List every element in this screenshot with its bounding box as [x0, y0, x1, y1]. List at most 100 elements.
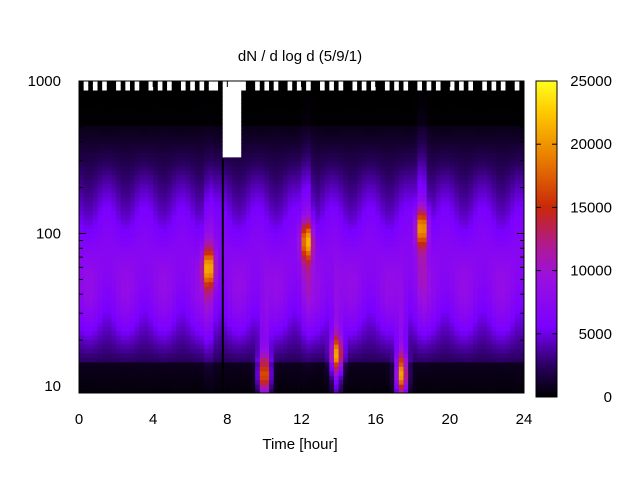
- heatmap-cell: [250, 223, 256, 229]
- heatmap-cell: [287, 259, 293, 265]
- heatmap-cell: [338, 147, 344, 153]
- heatmap-cell: [255, 286, 261, 292]
- heatmap-cell: [255, 357, 261, 363]
- heatmap-cell: [264, 357, 270, 363]
- heatmap-cell: [394, 277, 400, 283]
- heatmap-cell: [310, 174, 317, 180]
- heatmap-cell: [259, 116, 266, 122]
- heatmap-cell: [102, 138, 108, 144]
- heatmap-cell: [125, 339, 131, 345]
- heatmap-cell: [389, 303, 395, 309]
- heatmap-cell: [231, 379, 238, 385]
- heatmap-cell: [213, 294, 219, 300]
- heatmap-cell: [120, 116, 126, 122]
- heatmap-cell: [143, 152, 150, 158]
- heatmap-cell: [208, 134, 215, 140]
- heatmap-cell: [264, 312, 270, 318]
- heatmap-cell: [324, 219, 330, 225]
- heatmap-cell: [347, 130, 354, 136]
- heatmap-cell: [273, 272, 279, 278]
- heatmap-cell: [218, 294, 224, 300]
- heatmap-cell: [292, 183, 298, 189]
- heatmap-cell: [398, 357, 405, 363]
- heatmap-cell: [111, 299, 117, 305]
- heatmap-cell: [296, 366, 303, 372]
- heatmap-cell: [213, 335, 219, 341]
- heatmap-cell: [116, 330, 122, 336]
- heatmap-cell: [287, 174, 293, 180]
- heatmap-cell: [222, 330, 228, 336]
- heatmap-cell: [398, 254, 405, 260]
- heatmap-cell: [176, 343, 182, 350]
- heatmap-cell: [278, 308, 284, 314]
- heatmap-cell: [296, 388, 303, 393]
- heatmap-cell: [190, 348, 196, 354]
- heatmap-cell: [106, 290, 113, 296]
- heatmap-cell: [167, 361, 173, 367]
- heatmap-cell: [106, 370, 113, 376]
- heatmap-cell: [129, 81, 136, 87]
- heatmap-cell: [264, 187, 270, 194]
- heatmap-cell: [208, 125, 215, 131]
- heatmap-cell: [102, 326, 108, 332]
- heatmap-cell: [180, 268, 187, 274]
- heatmap-cell: [292, 370, 298, 376]
- heatmap-cell: [315, 228, 321, 234]
- heatmap-cell: [204, 165, 210, 171]
- heatmap-cell: [375, 370, 381, 376]
- heatmap-cell: [167, 259, 173, 265]
- heatmap-cell: [278, 366, 284, 372]
- heatmap-cell: [162, 201, 168, 207]
- heatmap-cell: [176, 290, 182, 296]
- heatmap-cell: [250, 170, 256, 176]
- heatmap-cell: [264, 308, 270, 314]
- heatmap-cell: [92, 272, 99, 278]
- heatmap-cell: [371, 259, 377, 265]
- heatmap-cell: [324, 201, 330, 207]
- heatmap-cell: [384, 250, 391, 256]
- heatmap-cell: [380, 294, 386, 300]
- heatmap-cell: [310, 183, 317, 189]
- heatmap-cell: [236, 116, 242, 122]
- heatmap-cell: [403, 103, 409, 109]
- heatmap-cell: [134, 361, 140, 367]
- heatmap-cell: [134, 317, 140, 323]
- heatmap-cell: [120, 179, 126, 185]
- heatmap-cell: [333, 237, 340, 243]
- heatmap-cell: [102, 348, 108, 354]
- heatmap-cell: [129, 384, 136, 390]
- heatmap-cell: [264, 241, 270, 247]
- heatmap-cell: [310, 277, 317, 283]
- heatmap-cell: [366, 361, 372, 367]
- heatmap-cell: [88, 388, 94, 393]
- heatmap-cell: [88, 294, 94, 300]
- heatmap-cells: [79, 81, 524, 393]
- heatmap-cell: [199, 134, 205, 140]
- heatmap-cell: [375, 187, 381, 194]
- heatmap-cell: [306, 388, 312, 393]
- heatmap-cell: [241, 85, 247, 91]
- heatmap-cell: [375, 196, 381, 202]
- heatmap-cell: [199, 187, 205, 194]
- heatmap-cell: [106, 183, 113, 189]
- heatmap-cell: [292, 112, 298, 118]
- heatmap-cell: [194, 308, 201, 314]
- heatmap-cell: [329, 268, 335, 274]
- heatmap-cell: [153, 339, 159, 345]
- heatmap-cell: [384, 272, 391, 278]
- heatmap-cell: [241, 143, 247, 149]
- heatmap-cell: [227, 277, 233, 283]
- heatmap-cell: [83, 130, 89, 136]
- heatmap-cell: [255, 165, 261, 171]
- heatmap-cell: [157, 348, 164, 354]
- heatmap-cell: [180, 357, 187, 363]
- heatmap-cell: [176, 321, 182, 327]
- heatmap-cell: [343, 370, 349, 376]
- heatmap-cell: [204, 174, 210, 180]
- heatmap-cell: [320, 241, 326, 247]
- heatmap-cell: [176, 121, 182, 127]
- heatmap-cell: [282, 165, 289, 171]
- heatmap-cell: [352, 183, 358, 189]
- heatmap-cell: [408, 286, 414, 292]
- heatmap-cell: [282, 268, 289, 274]
